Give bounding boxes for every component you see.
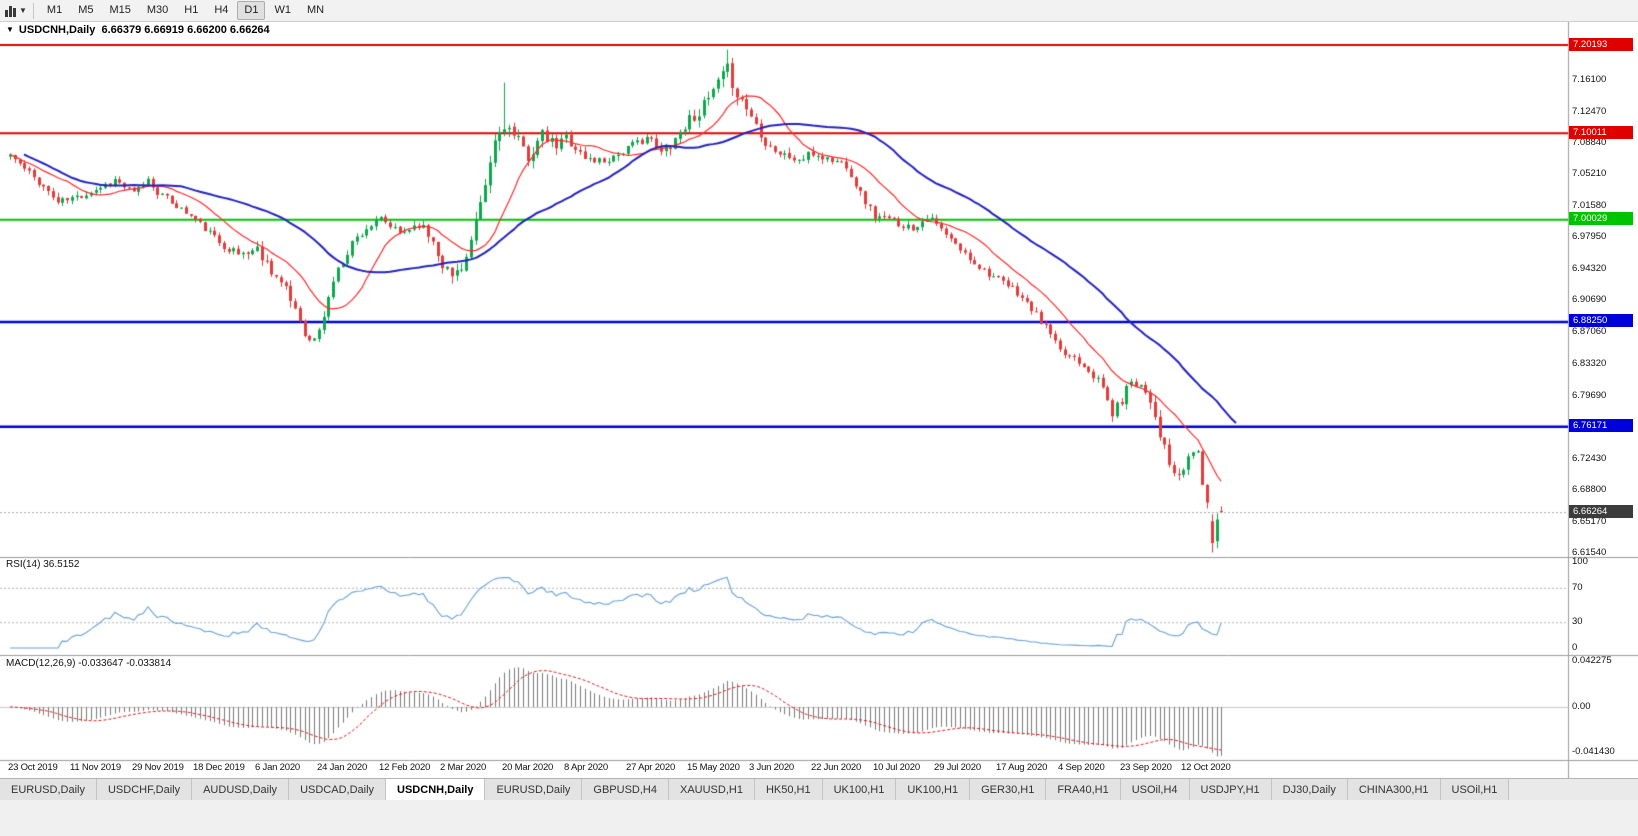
tab-eurusd-daily-0[interactable]: EURUSD,Daily	[0, 779, 97, 800]
date-axis-label: 2 Mar 2020	[440, 762, 487, 773]
tab-eurusd-daily-5[interactable]: EURUSD,Daily	[485, 779, 583, 800]
tab-uk100-h1-10[interactable]: UK100,H1	[896, 779, 971, 800]
chart-symbol: USDCNH,Daily	[18, 24, 96, 36]
timeframe-button-group: M1 M5 M15 M30 H1 H4 D1 W1 MN	[39, 1, 332, 20]
status-strip	[0, 800, 1638, 836]
timeframe-button-d1[interactable]: D1	[237, 1, 266, 20]
date-axis-label: 12 Feb 2020	[379, 762, 431, 773]
rsi-indicator-label: RSI(14) 36.5152	[6, 559, 80, 570]
date-axis-label: 22 Jun 2020	[811, 762, 862, 773]
date-axis-label: 27 Apr 2020	[626, 762, 676, 773]
macd-scale-label: 0.042275	[1572, 655, 1612, 666]
price-scale-label: 6.90690	[1572, 294, 1607, 306]
main-chart-canvas[interactable]	[0, 22, 1638, 778]
chevron-down-icon[interactable]: ▼	[19, 6, 27, 15]
chart-title: ▼ USDCNH,Daily 6.66379 6.66919 6.66200 6.…	[6, 24, 270, 36]
date-axis-label: 29 Nov 2019	[132, 762, 184, 773]
tab-usoil-h4-13[interactable]: USOil,H4	[1120, 779, 1190, 800]
tab-hk50-h1-8[interactable]: HK50,H1	[754, 779, 823, 800]
date-axis-label: 15 May 2020	[687, 762, 740, 773]
price-scale-label: 6.72430	[1572, 452, 1607, 464]
price-scale-label: 7.01580	[1572, 199, 1607, 211]
chart-window: ▼ USDCNH,Daily 6.66379 6.66919 6.66200 6.…	[0, 22, 1638, 778]
tab-audusd-daily-2[interactable]: AUDUSD,Daily	[192, 779, 290, 800]
price-scale-label: 6.68800	[1572, 484, 1607, 496]
date-axis-label: 3 Jun 2020	[749, 762, 795, 773]
timeframe-button-h4[interactable]: H4	[214, 4, 229, 16]
price-level-tag: 6.76171	[1569, 419, 1633, 433]
date-axis-label: 23 Sep 2020	[1120, 762, 1172, 773]
rsi-scale-label: 100	[1572, 556, 1588, 567]
tab-usoil-h1-17[interactable]: USOil,H1	[1440, 779, 1510, 800]
price-scale-label: 7.16100	[1572, 74, 1607, 86]
chart-tab-bar: EURUSD,Daily USDCHF,Daily AUDUSD,Daily USDC…	[0, 778, 1638, 800]
date-axis-label: 23 Oct 2019	[8, 762, 58, 773]
price-scale-label: 6.97950	[1572, 231, 1607, 243]
date-axis-label: 6 Jan 2020	[255, 762, 301, 773]
timeframe-button-mn[interactable]: MN	[306, 4, 325, 16]
price-scale-label: 6.79690	[1572, 389, 1607, 401]
tab-usdchf-daily-1[interactable]: USDCHF,Daily	[96, 779, 193, 800]
tab-fra40-h1-12[interactable]: FRA40,H1	[1046, 779, 1121, 800]
tab-china300-h1-16[interactable]: CHINA300,H1	[1347, 779, 1441, 800]
tab-ger30-h1-11[interactable]: GER30,H1	[970, 779, 1047, 800]
date-axis-label: 29 Jul 2020	[934, 762, 981, 773]
macd-scale-label: -0.041430	[1572, 746, 1615, 757]
macd-indicator-label: MACD(12,26,9) -0.033647 -0.033814	[6, 658, 172, 669]
rsi-scale-label: 30	[1572, 616, 1583, 628]
date-axis-label: 4 Sep 2020	[1058, 762, 1105, 773]
chart-ohlc-values: 6.66379 6.66919 6.66200 6.66264	[101, 24, 270, 36]
macd-scale-label: 0.00	[1572, 700, 1591, 712]
tab-uk100-h1-9[interactable]: UK100,H1	[822, 779, 897, 800]
timeframe-button-w1[interactable]: W1	[274, 4, 291, 16]
timeframe-button-m15[interactable]: M15	[109, 4, 131, 16]
price-scale-label: 6.83320	[1572, 358, 1607, 370]
timeframe-button-h1[interactable]: H1	[184, 4, 199, 16]
date-axis-label: 18 Dec 2019	[193, 762, 245, 773]
price-scale-label: 6.61540	[1572, 547, 1607, 558]
toolbar-divider	[32, 2, 34, 19]
price-scale-label: 6.94320	[1572, 262, 1607, 274]
tab-usdcad-daily-3[interactable]: USDCAD,Daily	[289, 779, 387, 800]
price-level-tag: 7.20193	[1569, 37, 1633, 51]
price-scale-label: 7.05210	[1572, 168, 1607, 180]
price-scale-label: 7.12470	[1572, 105, 1607, 117]
tab-usdjpy-h1-14[interactable]: USDJPY,H1	[1189, 779, 1272, 800]
price-level-tag: 7.10011	[1569, 125, 1633, 139]
price-scale-label: 6.65170	[1572, 515, 1607, 527]
tab-gbpusd-h4-6[interactable]: GBPUSD,H4	[582, 779, 669, 800]
tab-usdcnh-daily-4[interactable]: USDCNH,Daily	[386, 779, 486, 800]
timeframe-button-m1[interactable]: M1	[46, 4, 63, 16]
date-axis-label: 17 Aug 2020	[996, 762, 1048, 773]
current-price-tag: 6.66264	[1569, 505, 1633, 519]
price-scale-label: 6.87060	[1572, 325, 1607, 337]
rsi-scale-label: 70	[1572, 581, 1583, 593]
date-axis-label: 24 Jan 2020	[317, 762, 368, 773]
date-axis-label: 20 Mar 2020	[502, 762, 554, 773]
collapse-triangle-icon[interactable]: ▼	[6, 25, 14, 34]
tab-dj30-daily-15[interactable]: DJ30,Daily	[1271, 779, 1348, 800]
timeframe-button-m5[interactable]: M5	[78, 4, 94, 16]
price-scale-label: 7.08840	[1572, 136, 1607, 148]
chart-type-icon[interactable]	[5, 5, 16, 17]
date-axis-label: 8 Apr 2020	[564, 762, 608, 773]
date-axis-label: 10 Jul 2020	[873, 762, 920, 773]
tab-xauusd-h1-7[interactable]: XAUUSD,H1	[668, 779, 755, 800]
date-axis-label: 12 Oct 2020	[1181, 762, 1231, 773]
rsi-scale-label: 0	[1572, 642, 1578, 653]
price-level-tag: 6.88250	[1569, 314, 1633, 328]
date-axis-label: 11 Nov 2019	[70, 762, 121, 773]
top-toolbar: ▼ M1 M5 M15 M30 H1 H4 D1 W1 MN	[0, 0, 1638, 22]
timeframe-button-m30[interactable]: M30	[146, 4, 169, 16]
price-level-tag: 7.00029	[1569, 212, 1633, 226]
